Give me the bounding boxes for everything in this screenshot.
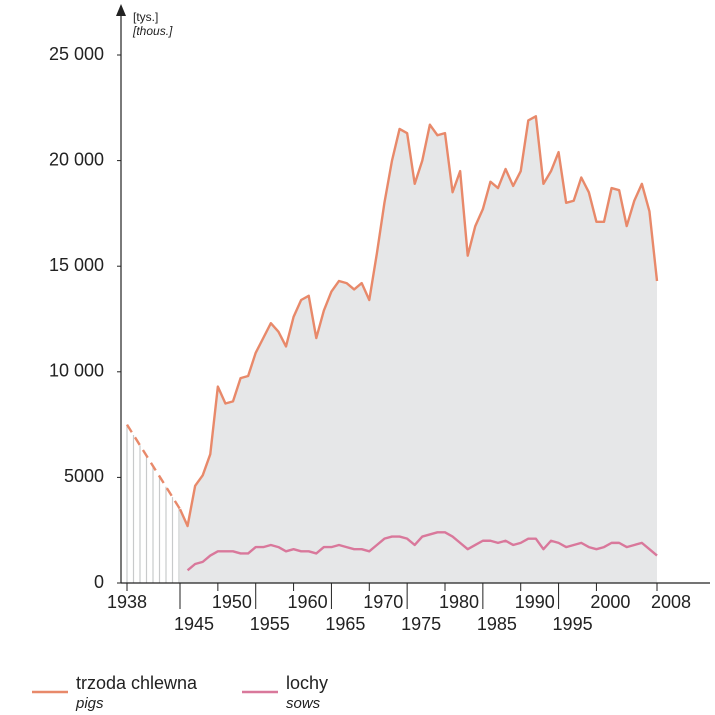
- x-tick-label: 1970: [363, 592, 403, 612]
- y-tick-label: 15 000: [49, 255, 104, 275]
- y-tick-label: 25 000: [49, 44, 104, 64]
- y-axis-arrow: [116, 4, 126, 16]
- line: [186, 531, 658, 572]
- x-tick-label: 1960: [288, 592, 328, 612]
- line: [178, 115, 659, 528]
- y-tick-label: 0: [94, 572, 104, 592]
- x-tick-label: 1980: [439, 592, 479, 612]
- legend-label-en: pigs: [75, 695, 104, 712]
- y-tick-label: 10 000: [49, 361, 104, 381]
- x-tick-label: 1995: [553, 614, 593, 634]
- x-tick-label: 1965: [325, 614, 365, 634]
- legend-label: trzoda chlewna: [76, 673, 198, 693]
- line-dashed: [125, 423, 182, 510]
- y-tick-label: 20 000: [49, 149, 104, 169]
- x-tick-label: 1950: [212, 592, 252, 612]
- legend-label-en: sows: [286, 695, 321, 712]
- y-tick-label: 5000: [64, 466, 104, 486]
- x-tick-label: 2008: [651, 592, 691, 612]
- legend: trzoda chlewna pigs lochy sows: [32, 673, 328, 712]
- x-tick-label: 2000: [590, 592, 630, 612]
- x-tick-label: 1938: [107, 592, 147, 612]
- x-tick-label: 1955: [250, 614, 290, 634]
- area: [180, 116, 657, 584]
- legend-label: lochy: [286, 673, 328, 693]
- x-tick-label: 1945: [174, 614, 214, 634]
- x-tick-label: 1985: [477, 614, 517, 634]
- x-tick-label: 1975: [401, 614, 441, 634]
- x-tick-label: 1990: [515, 592, 555, 612]
- axis-unit: [tys.]: [133, 10, 158, 24]
- axis-unit-en: [thous.]: [132, 24, 173, 38]
